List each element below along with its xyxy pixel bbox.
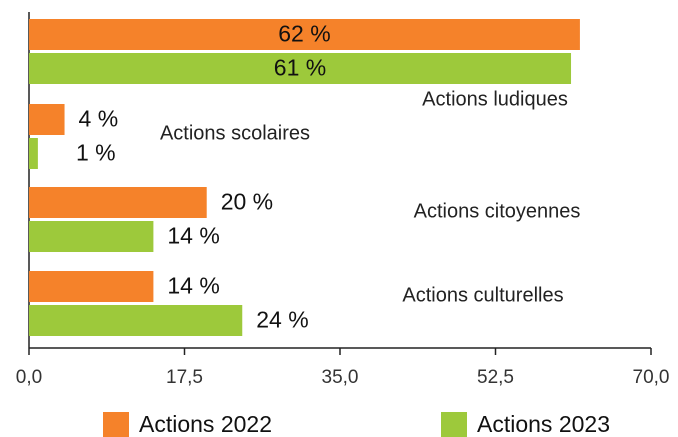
bar (29, 138, 38, 169)
value-label: 20 % (221, 189, 273, 215)
legend-label: Actions 2023 (477, 411, 610, 437)
value-label: 14 % (167, 273, 219, 299)
category-label: Actions scolaires (160, 122, 310, 144)
x-tick-label: 17,5 (166, 367, 203, 388)
legend-swatch (441, 412, 467, 437)
bar (29, 221, 154, 252)
category-label: Actions citoyennes (414, 200, 581, 222)
category-label: Actions culturelles (402, 284, 563, 306)
bar (29, 19, 580, 50)
value-label: 1 % (76, 140, 116, 166)
category-label: Actions ludiques (422, 88, 568, 110)
legend-swatch (103, 412, 129, 437)
x-tick-label: 0,0 (16, 367, 42, 388)
bar (29, 104, 65, 135)
x-tick-label: 35,0 (322, 367, 359, 388)
legend-label: Actions 2022 (139, 411, 272, 437)
bar (29, 305, 243, 336)
bar (29, 187, 207, 218)
value-label: 61 % (274, 55, 326, 81)
x-tick-label: 70,0 (633, 367, 670, 388)
bar (29, 53, 572, 84)
x-tick-label: 52,5 (477, 367, 514, 388)
bar (29, 271, 154, 302)
value-label: 24 % (256, 307, 308, 333)
value-label: 62 % (278, 21, 330, 47)
value-label: 14 % (167, 223, 219, 249)
value-label: 4 % (79, 106, 119, 132)
